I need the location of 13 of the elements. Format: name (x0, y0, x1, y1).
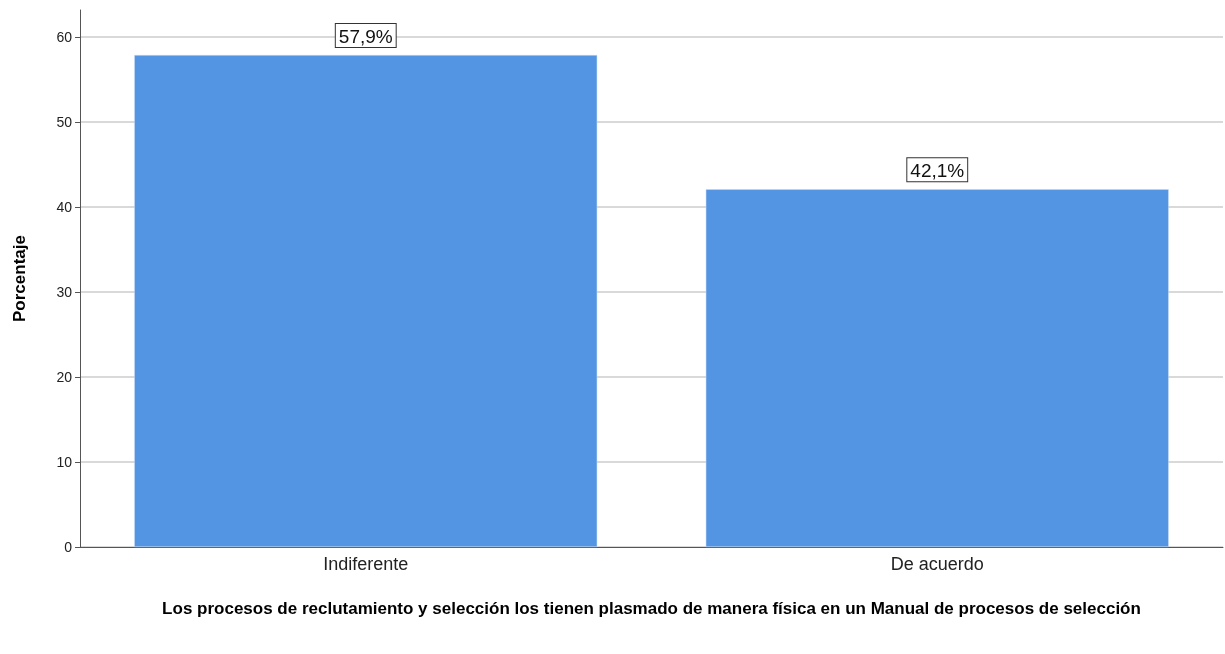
y-tick-label: 60 (56, 29, 73, 46)
y-tick-label: 10 (56, 454, 73, 471)
x-tick-label: De acuerdo (890, 554, 984, 574)
y-tick-label: 0 (64, 539, 73, 555)
y-tick-label: 20 (56, 369, 73, 386)
data-label: 42,1% (910, 160, 965, 182)
data-label: 57,9% (338, 26, 393, 48)
y-tick-label: 50 (56, 114, 73, 131)
y-tick-label: 40 (56, 199, 73, 216)
y-axis-title: Porcentaje (10, 235, 29, 322)
x-axis-title: Los procesos de reclutamiento y selección los tienen plasmado de manera física en un Manual de procesos de selección (162, 598, 1141, 618)
x-tick-label: Indiferente (323, 554, 409, 574)
y-tick-label: 30 (56, 284, 73, 301)
